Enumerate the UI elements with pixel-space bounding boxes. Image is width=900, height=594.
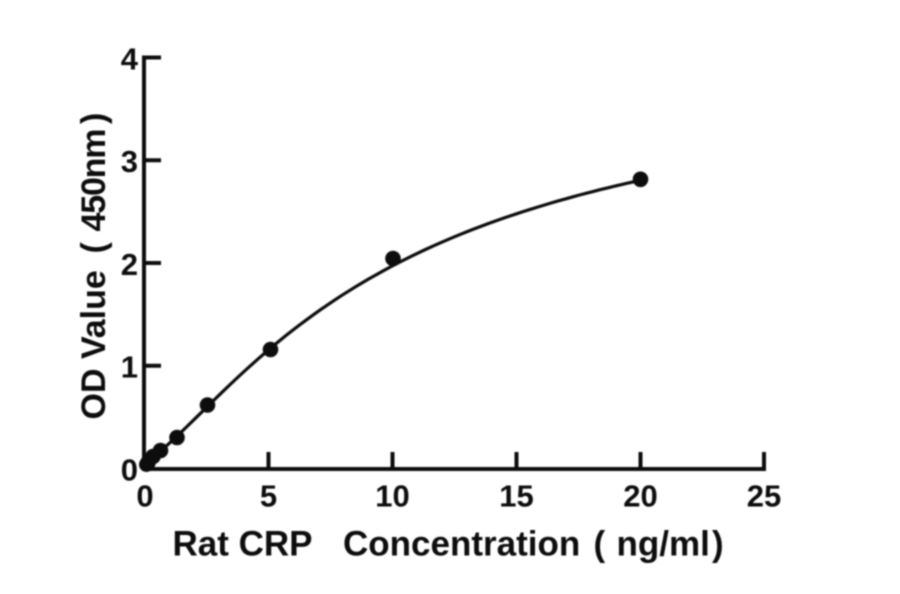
svg-text:ng/ml: ng/ml xyxy=(617,525,710,564)
svg-text:450nm: 450nm xyxy=(75,129,113,232)
svg-text:2: 2 xyxy=(121,247,138,282)
svg-text:Concentration: Concentration xyxy=(343,525,580,564)
svg-text:5: 5 xyxy=(260,479,277,514)
svg-text:0: 0 xyxy=(121,452,138,487)
svg-text:): ) xyxy=(712,525,724,564)
svg-text:1: 1 xyxy=(121,350,138,385)
svg-text:25: 25 xyxy=(747,479,781,514)
svg-text:10: 10 xyxy=(375,479,409,514)
svg-text:15: 15 xyxy=(499,479,533,514)
svg-text:4: 4 xyxy=(121,41,139,76)
svg-text:Rat CRP: Rat CRP xyxy=(173,525,313,564)
svg-text:(: ( xyxy=(75,242,113,254)
svg-text:3: 3 xyxy=(121,144,138,179)
svg-text:20: 20 xyxy=(623,479,657,514)
svg-text:0: 0 xyxy=(136,479,153,514)
svg-text:(: ( xyxy=(594,525,606,564)
svg-text:): ) xyxy=(75,113,113,124)
svg-text:OD Value: OD Value xyxy=(75,270,113,419)
